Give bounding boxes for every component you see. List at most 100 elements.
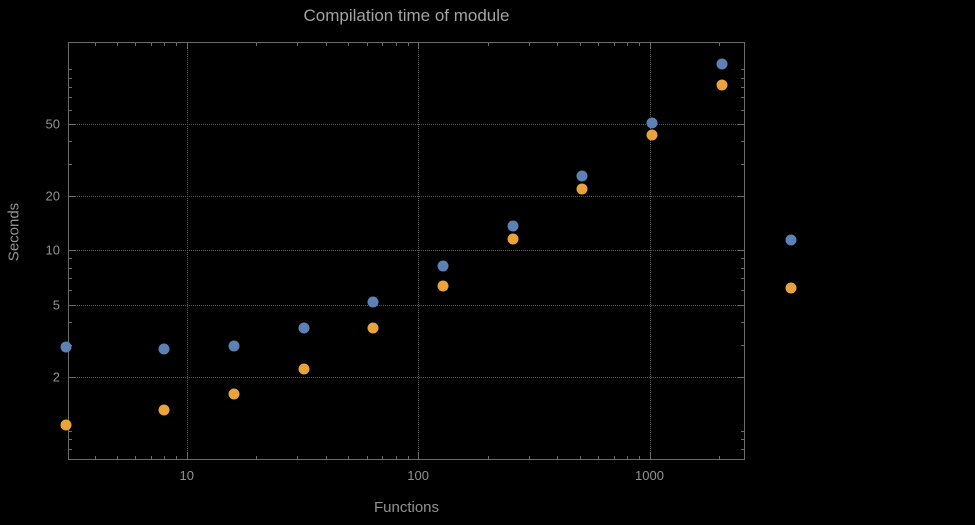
x-axis-label: Functions [373, 499, 440, 516]
y-minor-tick [741, 322, 744, 324]
y-minor-tick [741, 290, 744, 292]
x-minor-tick [256, 456, 258, 459]
x-minor-tick [348, 456, 350, 459]
y-tick [738, 376, 744, 378]
x-minor-tick [407, 43, 409, 46]
x-minor-tick [382, 43, 384, 46]
y-tick-label: 50 [45, 116, 60, 132]
x-tick [186, 453, 188, 459]
x-minor-tick [395, 43, 397, 46]
x-tick [418, 43, 420, 49]
x-minor-tick [598, 43, 600, 46]
data-point [60, 419, 72, 431]
data-point [298, 322, 310, 334]
x-minor-tick [117, 456, 119, 459]
data-point [60, 341, 72, 353]
data-point [298, 363, 310, 375]
y-minor-tick [741, 69, 744, 71]
data-point [158, 404, 170, 416]
y-tick-label: 2 [52, 369, 60, 385]
data-point [507, 220, 519, 232]
y-minor-tick [741, 109, 744, 111]
y-minor-tick [741, 344, 744, 346]
y-tick [69, 376, 75, 378]
x-minor-tick [297, 43, 299, 46]
x-minor-tick [528, 43, 530, 46]
y-minor-tick [69, 278, 72, 280]
y-tick-label: 5 [52, 297, 60, 313]
y-minor-tick [741, 430, 744, 432]
x-minor-tick [487, 43, 489, 46]
x-minor-tick [579, 456, 581, 459]
y-minor-tick [69, 163, 72, 165]
x-minor-tick [627, 456, 629, 459]
x-minor-tick [256, 43, 258, 46]
x-minor-tick [176, 43, 178, 46]
data-point [158, 343, 170, 355]
x-minor-tick [326, 43, 328, 46]
y-minor-tick [69, 77, 72, 79]
data-point [437, 280, 449, 292]
y-minor-tick [741, 97, 744, 99]
data-point [646, 129, 658, 141]
x-minor-tick [348, 43, 350, 46]
data-point [228, 340, 240, 352]
y-tick-label: 10 [45, 242, 60, 258]
x-minor-tick [528, 456, 530, 459]
x-minor-tick [164, 456, 166, 459]
y-minor-tick [69, 267, 72, 269]
y-tick [69, 123, 75, 125]
x-tick-label: 100 [407, 468, 429, 483]
x-minor-tick [407, 456, 409, 459]
y-minor-tick [69, 97, 72, 99]
x-minor-tick [164, 43, 166, 46]
y-gridline [69, 250, 744, 252]
x-minor-tick [150, 43, 152, 46]
x-minor-tick [135, 456, 137, 459]
y-gridline [69, 195, 744, 197]
y-minor-tick [741, 86, 744, 88]
x-minor-tick [297, 456, 299, 459]
x-minor-tick [557, 43, 559, 46]
x-minor-tick [638, 456, 640, 459]
chart-title: Compilation time of module [303, 6, 510, 25]
x-minor-tick [719, 456, 721, 459]
data-point [716, 58, 728, 70]
y-tick [69, 250, 75, 252]
x-minor-tick [613, 43, 615, 46]
y-minor-tick [69, 141, 72, 143]
y-minor-tick [69, 439, 72, 441]
x-minor-tick [579, 43, 581, 46]
y-tick-label: 20 [45, 188, 60, 204]
y-gridline [69, 376, 744, 378]
y-minor-tick [69, 430, 72, 432]
x-minor-tick [613, 456, 615, 459]
x-minor-tick [638, 43, 640, 46]
x-minor-tick [94, 43, 96, 46]
y-minor-tick [69, 290, 72, 292]
x-minor-tick [366, 43, 368, 46]
data-point [785, 234, 797, 246]
y-gridline [69, 304, 744, 306]
y-minor-tick [741, 258, 744, 260]
x-tick [418, 453, 420, 459]
data-point [576, 170, 588, 182]
y-minor-tick [741, 439, 744, 441]
x-minor-tick [627, 43, 629, 46]
y-minor-tick [741, 267, 744, 269]
y-minor-tick [69, 109, 72, 111]
x-minor-tick [382, 456, 384, 459]
y-tick [738, 304, 744, 306]
x-minor-tick [117, 43, 119, 46]
y-minor-tick [69, 258, 72, 260]
y-minor-tick [741, 141, 744, 143]
y-tick [69, 195, 75, 197]
y-minor-tick [69, 69, 72, 71]
x-minor-tick [366, 456, 368, 459]
x-minor-tick [557, 456, 559, 459]
y-minor-tick [741, 278, 744, 280]
data-point [716, 79, 728, 91]
y-tick [738, 123, 744, 125]
y-tick [738, 195, 744, 197]
